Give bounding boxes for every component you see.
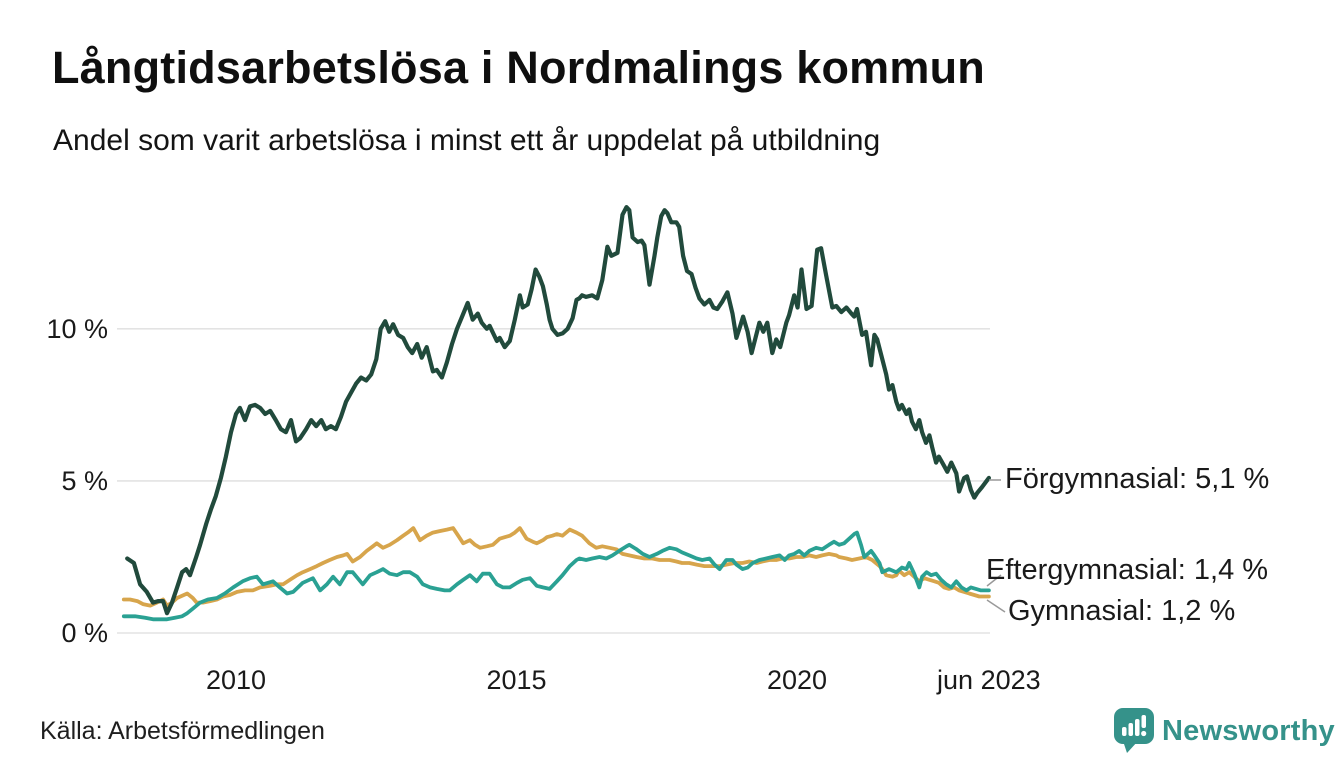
- x-axis-tick-2010: 2010: [205, 665, 267, 695]
- leader-line-gymnasial: [986, 599, 1006, 613]
- series-end-label-gymnasial: Gymnasial: 1,2 %: [1008, 595, 1236, 627]
- page-subtitle: Andel som varit arbetslösa i minst ett å…: [53, 124, 881, 157]
- newsworthy-logo: Newsworthy: [1114, 708, 1335, 754]
- series-end-label-forgymnasial: Förgymnasial: 5,1 %: [1005, 463, 1270, 495]
- leader-line-eftergymnasial: [986, 574, 1002, 587]
- page-title: Långtidsarbetslösa i Nordmalings kommun: [52, 42, 985, 93]
- newsworthy-bubble-chart-icon: [1114, 708, 1154, 753]
- series-end-label-eftergymnasial: Eftergymnasial: 1,4 %: [986, 554, 1269, 586]
- x-axis-tick-2020: 2020: [766, 665, 828, 695]
- y-axis-tick-10: 10 %: [46, 313, 108, 344]
- y-axis-tick-0: 0 %: [61, 618, 108, 648]
- source-attribution: Källa: Arbetsförmedlingen: [40, 717, 325, 745]
- x-axis-tick-jun-2023: jun 2023: [937, 665, 1041, 695]
- series-line-eftergymnasial: [121, 530, 991, 622]
- y-axis-tick-5: 5 %: [61, 465, 108, 496]
- newsworthy-wordmark: Newsworthy: [1162, 714, 1335, 747]
- x-axis-tick-2015: 2015: [486, 665, 547, 695]
- series-line-forgymnasial: [125, 205, 992, 616]
